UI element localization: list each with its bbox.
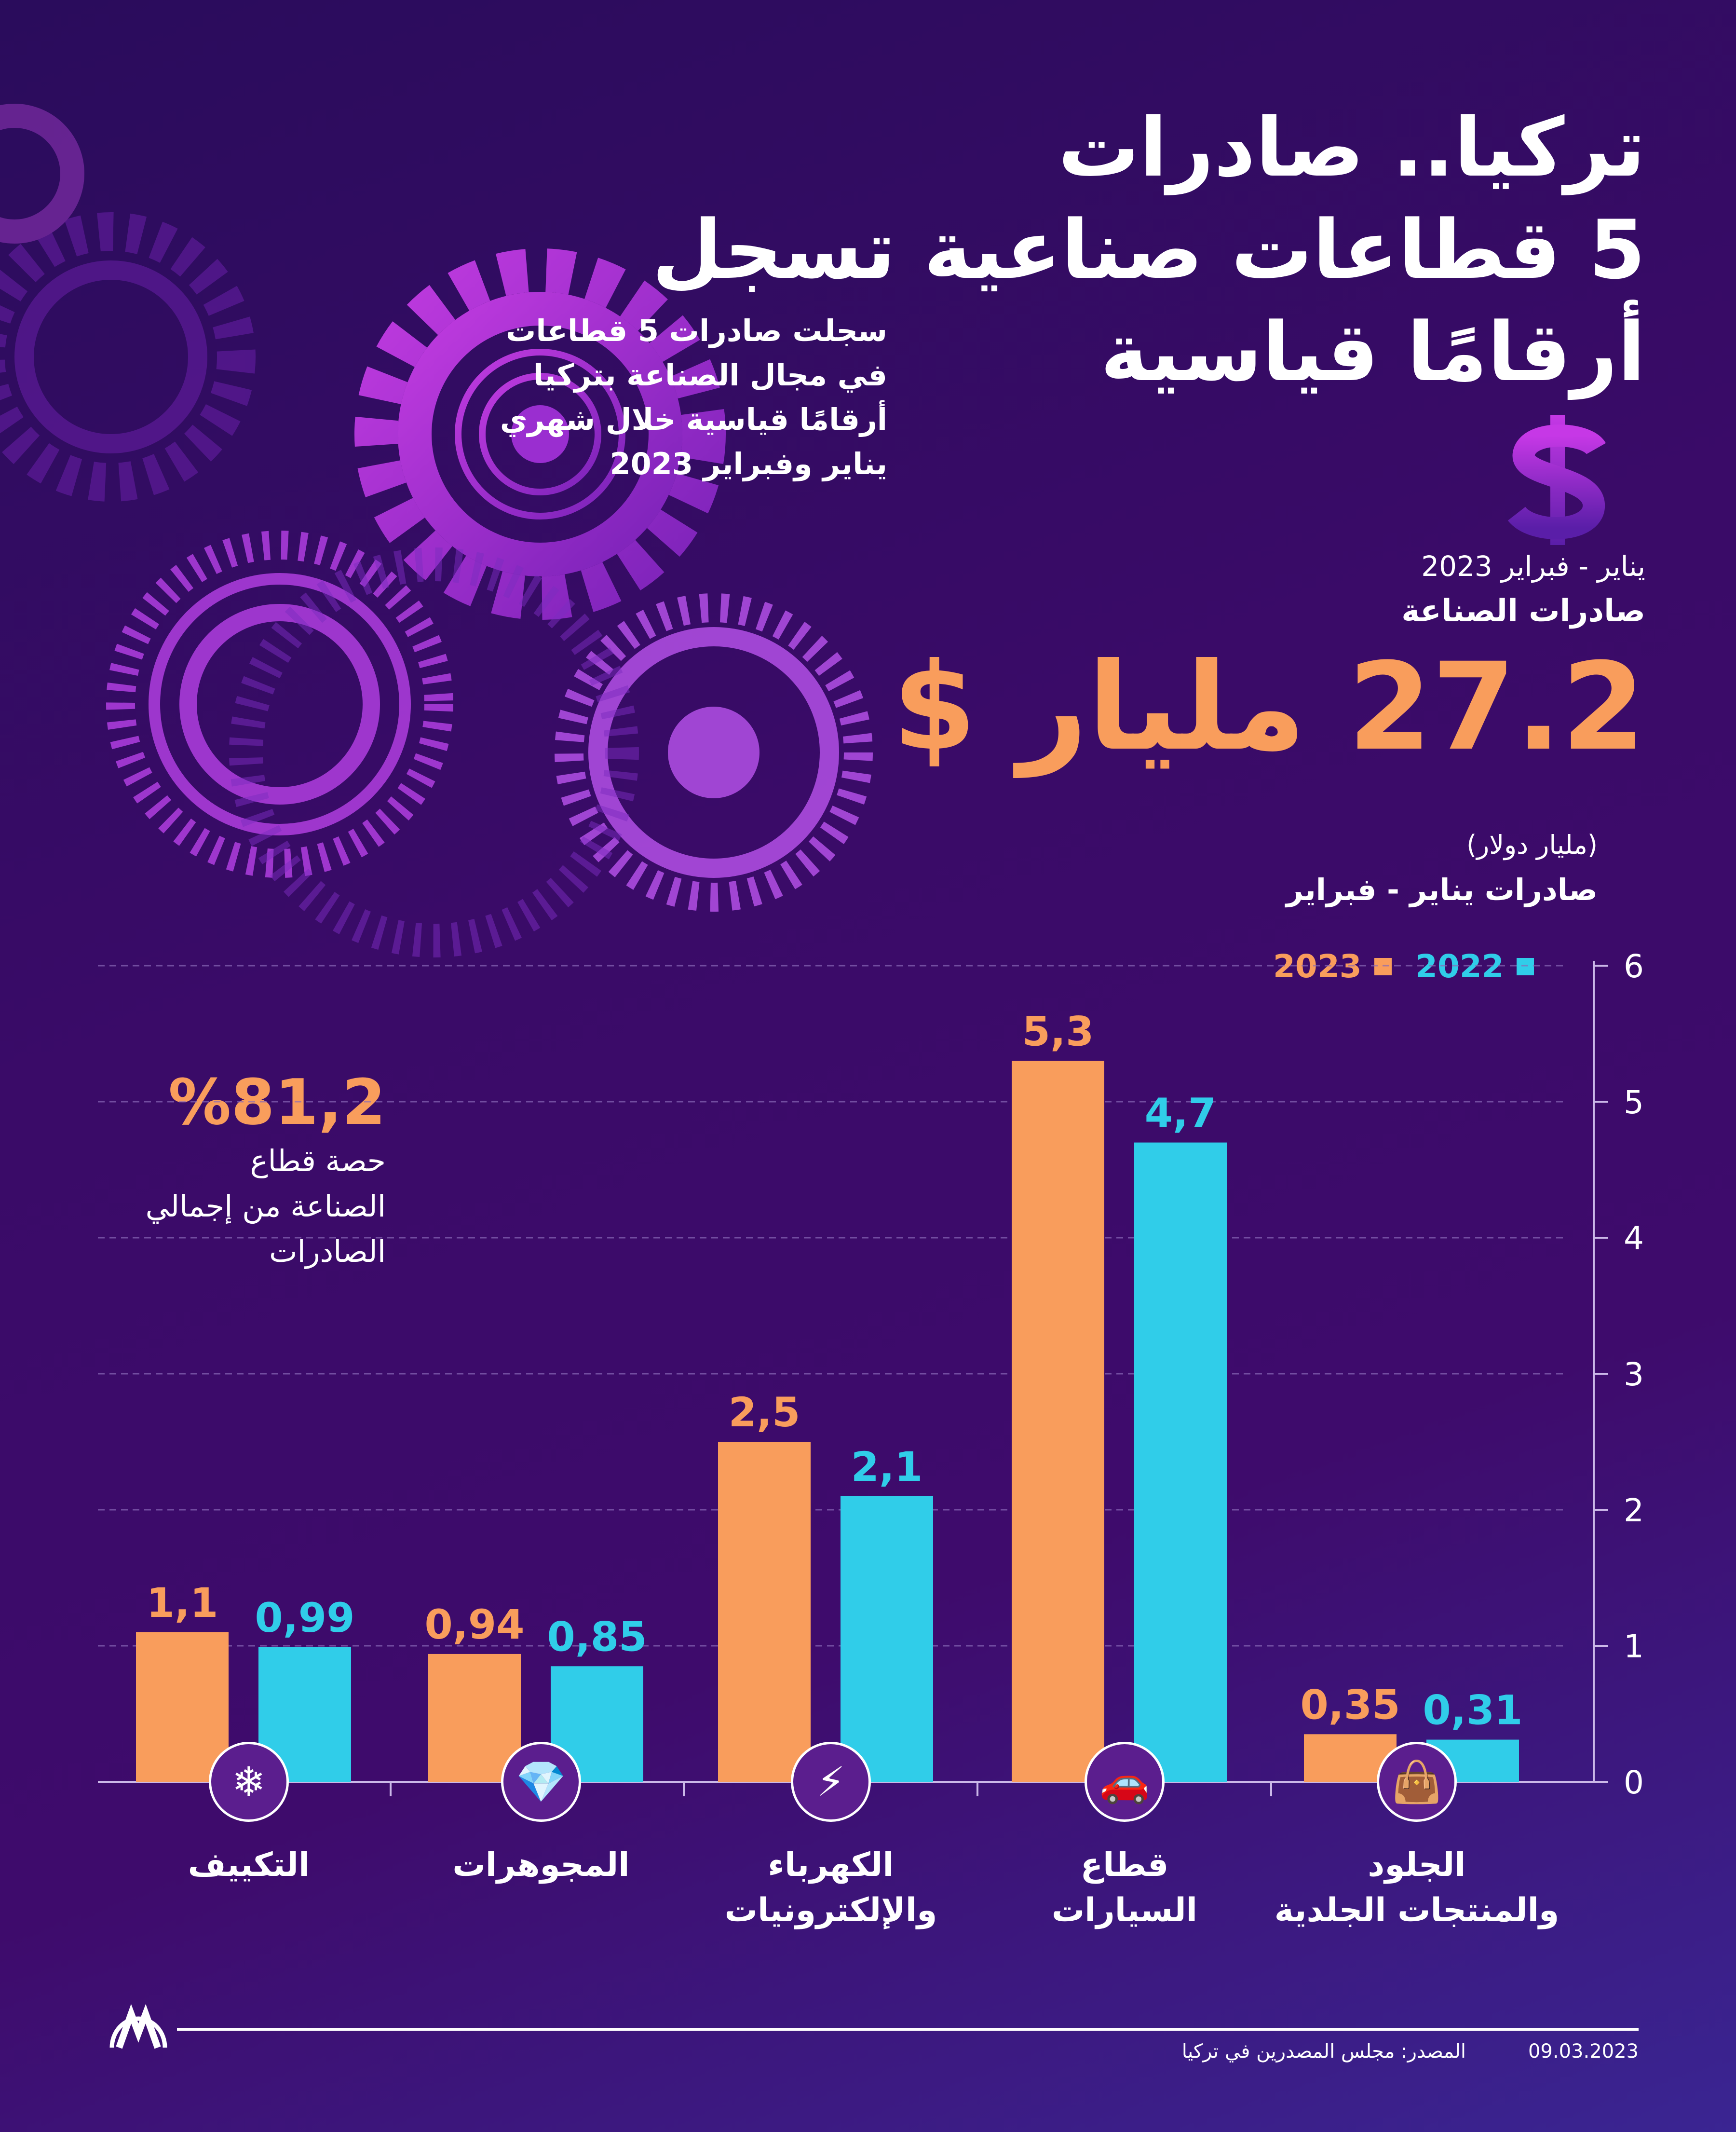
bar-2023 — [1012, 1061, 1104, 1782]
kpi-value: 27.2 مليار $ — [892, 637, 1645, 777]
y-tick-label: 3 — [1624, 1356, 1644, 1393]
y-tick-label: 6 — [1624, 948, 1644, 985]
bar-value-label: 2,5 — [729, 1389, 800, 1436]
footer-divider — [177, 2028, 1639, 2031]
date-text: 09.03.2023 — [1528, 2040, 1639, 2063]
category-label: قطاع السيارات — [1052, 1843, 1197, 1933]
bar-2023 — [136, 1632, 229, 1782]
category-label-line: والإلكترونيات — [724, 1891, 937, 1929]
category-label-line: والمنتجات الجلدية — [1274, 1891, 1560, 1929]
category-label-line: المجوهرات — [452, 1846, 630, 1884]
category-label-line: الكهرباء — [768, 1846, 894, 1884]
y-tick-label: 1 — [1624, 1628, 1644, 1665]
dollar-icon — [1507, 415, 1606, 545]
bar-value-label: 0,31 — [1423, 1687, 1522, 1734]
share-caption: الصناعة من إجمالي — [145, 1189, 386, 1224]
kpi-label: صادرات الصناعة — [1401, 593, 1645, 629]
subtitle-line: في مجال الصناعة بتركيا — [533, 357, 887, 393]
y-tick-label: 4 — [1624, 1220, 1644, 1257]
gear-icon — [354, 248, 726, 620]
air-conditioner-icon: ❄ — [209, 1742, 289, 1822]
gears-decoration — [0, 104, 873, 957]
leather-goods-icon: 👜 — [1377, 1742, 1457, 1822]
title-line: 5 قطاعات صناعية تسجل — [651, 203, 1645, 297]
category-label: الكهرباء والإلكترونيات — [725, 1843, 937, 1933]
gear-icon — [0, 104, 256, 502]
bar-value-label: 0,35 — [1300, 1681, 1400, 1728]
category-label: التكييف — [188, 1843, 310, 1888]
subtitle-line: أرقامًا قياسية خلال شهري — [500, 402, 887, 437]
y-tick-label: 0 — [1624, 1764, 1644, 1801]
chart-title: صادرات يناير - فبراير — [1286, 872, 1598, 907]
category-label-line: قطاع — [1080, 1846, 1169, 1884]
gear-icon — [555, 593, 873, 912]
category-label-line: السيارات — [1051, 1891, 1198, 1929]
bar-2023 — [718, 1442, 811, 1782]
subtitle-line: سجلت صادرات 5 قطاعات — [506, 313, 887, 348]
share-caption: حصة قطاع — [250, 1143, 386, 1178]
car-icon: 🚗 — [1085, 1742, 1165, 1822]
bar-value-label: 5,3 — [1022, 1008, 1094, 1055]
category-label: المجوهرات — [452, 1843, 629, 1888]
bar-value-label: 0,94 — [424, 1601, 524, 1648]
title-line: أرقامًا قياسية — [1100, 305, 1645, 399]
bar-2023 — [428, 1654, 521, 1782]
subtitle-line: يناير وفبراير 2023 — [610, 446, 887, 481]
category-label: الجلود والمنتجات الجلدية — [1275, 1843, 1559, 1933]
bar-2022 — [1134, 1142, 1227, 1782]
bar-value-label: 4,7 — [1145, 1090, 1217, 1137]
category-label-line: الجلود — [1368, 1846, 1466, 1884]
bar-value-label: 1,1 — [147, 1579, 218, 1626]
bar-2022 — [841, 1496, 933, 1782]
category-label-line: التكييف — [188, 1846, 310, 1884]
lightning-icon: ⚡ — [791, 1742, 871, 1822]
kpi-period: يناير - فبراير 2023 — [1421, 550, 1645, 583]
source-text: المصدر: مجلس المصدرين في تركيا — [1181, 2040, 1466, 2063]
title-line: تركيا.. صادرات — [1058, 100, 1645, 195]
share-caption: الصادرات — [269, 1234, 386, 1269]
aa-logo-icon — [109, 2004, 167, 2049]
bar-value-label: 2,1 — [851, 1443, 923, 1490]
share-callout: %81,2 حصة قطاع الصناعة من إجمالي الصادرا… — [146, 1066, 386, 1274]
diamond-icon: 💎 — [501, 1742, 581, 1822]
chart-unit: (مليار دولار) — [1466, 830, 1598, 860]
subtitle: سجلت صادرات 5 قطاعات في مجال الصناعة بتر… — [500, 309, 887, 486]
page-title: تركيا.. صادرات 5 قطاعات صناعية تسجل أرقا… — [652, 96, 1645, 403]
y-tick-label: 5 — [1624, 1084, 1644, 1121]
gear-icon — [229, 547, 639, 957]
bar-value-label: 0,99 — [255, 1594, 354, 1641]
y-tick-label: 2 — [1624, 1492, 1644, 1529]
bar-value-label: 0,85 — [547, 1613, 647, 1660]
